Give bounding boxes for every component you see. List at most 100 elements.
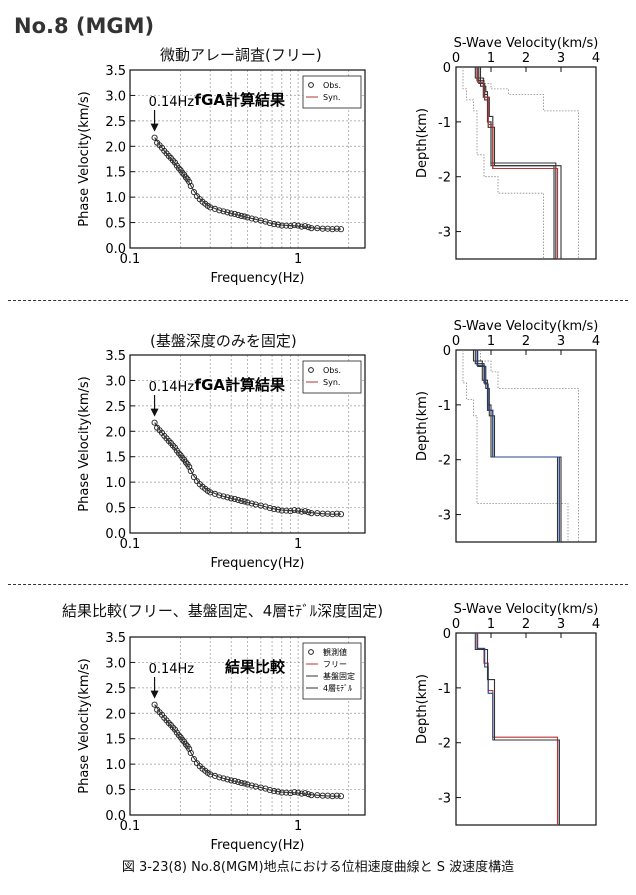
obs-point [216, 207, 223, 214]
profile-series-best [476, 350, 560, 542]
obs-point [151, 701, 158, 708]
obs-point [175, 732, 182, 739]
syn-line [154, 704, 341, 797]
profile-series-基盤固定 [476, 633, 560, 825]
y-tick-label: 3.5 [105, 349, 126, 364]
obs-point [244, 499, 251, 506]
obs-point [302, 223, 309, 230]
x-tick-label: 1 [487, 617, 495, 632]
obs-point [302, 508, 309, 515]
y-tick-label: 3.5 [105, 64, 126, 79]
section-title-2: (基盤深度のみを固定) [150, 332, 297, 350]
x-tick-label: 4 [592, 334, 600, 349]
x-tick-label: 4 [592, 51, 600, 66]
x-tick-label: 2 [522, 51, 530, 66]
x-tick-label: 0 [452, 334, 460, 349]
y-tick-label: -1 [438, 116, 451, 131]
obs-point [228, 777, 235, 784]
x-tick-label: 2 [522, 334, 530, 349]
obs-point [190, 189, 197, 196]
obs-point [224, 209, 231, 216]
figure-caption: 図 3-23(8) No.8(MGM)地点における位相速度曲線と S 波速度構造 [121, 860, 515, 875]
y-tick-label: 2.5 [105, 400, 126, 415]
y-tick-label: 1.5 [105, 166, 126, 181]
chart-annotation: fGA計算結果 [195, 376, 286, 394]
y-tick-label: 0.5 [105, 502, 126, 517]
obs-point [169, 442, 176, 449]
obs-point [238, 212, 245, 220]
legend-box [302, 360, 362, 394]
y-tick-label: 1.0 [105, 758, 126, 773]
y-tick-label: -1 [438, 399, 451, 414]
profile-frame [455, 349, 597, 543]
obs-point [291, 789, 298, 796]
obs-point [291, 222, 298, 229]
plot-frame [129, 354, 366, 534]
obs-point [190, 474, 197, 481]
y-tick-label: -3 [438, 792, 451, 807]
obs-point [238, 497, 245, 505]
y-tick-label: 0.5 [105, 217, 126, 232]
profile-series-bound-high [480, 350, 579, 542]
profile-title: S-Wave Velocity(km/s) [454, 602, 599, 617]
obs-point [151, 419, 158, 426]
obs-point [187, 749, 194, 757]
obs-point [151, 134, 158, 141]
obs-point [224, 494, 231, 501]
y-tick-label: 2.0 [105, 140, 126, 155]
profile-series-4層ﾓﾃﾞﾙ [474, 633, 560, 825]
y-tick-label: -2 [438, 171, 451, 186]
y-axis-label: Phase Velocity(km/s) [77, 376, 92, 511]
legend-label: Syn. [323, 93, 340, 102]
obs-point [228, 495, 235, 502]
y-tick-label: 0.5 [105, 784, 126, 799]
x-tick-label: 4 [592, 617, 600, 632]
chart-annotation: 結果比較 [225, 658, 286, 676]
y-tick-label: 1.5 [105, 733, 126, 748]
y-tick-label: -3 [438, 226, 451, 241]
obs-point [186, 178, 193, 185]
legend-label: 4層ﾓﾃﾞﾙ [323, 684, 352, 693]
profile-title: S-Wave Velocity(km/s) [454, 319, 599, 334]
profile-frame [455, 632, 597, 826]
obs-point [169, 724, 176, 731]
section-title-1: 微動アレー調査(フリー) [160, 46, 322, 64]
y-tick-label: 2.0 [105, 707, 126, 722]
dispersion-chart-3: 0.0 0.5 1.0 1.5 2.0 2.5 3.0 3.5 0.1 1 Phase Veloci… [77, 631, 366, 853]
y-tick-label: 0 [443, 344, 451, 359]
x-tick-label: 2 [522, 617, 530, 632]
y-tick-label: -3 [438, 509, 451, 524]
obs-point [175, 165, 182, 172]
obs-point [187, 467, 194, 475]
x-tick-label: 3 [557, 51, 565, 66]
profile-series-model-c [472, 350, 560, 542]
y-axis-label: Phase Velocity(km/s) [77, 91, 92, 226]
plot-frame [129, 69, 366, 249]
legend-box [302, 642, 362, 700]
obs-point [216, 774, 223, 781]
y-tick-label: 0 [443, 627, 451, 642]
obs-point [186, 745, 193, 752]
legend-label: Syn. [323, 378, 340, 387]
obs-point [169, 157, 176, 164]
obs-point [190, 756, 197, 763]
obs-point [220, 493, 227, 500]
velocity-profile-1: S-Wave Velocity(km/s)0 1 2 3 4 0 -1 -2 -3 Depth(k… [415, 36, 600, 260]
y-tick-label: 0.0 [105, 809, 126, 824]
obs-point [187, 182, 194, 190]
y-tick-label: 0.0 [105, 527, 126, 542]
y-tick-label: 0 [443, 61, 451, 76]
obs-point [216, 492, 223, 499]
obs-point [220, 208, 227, 215]
obs-point [186, 463, 193, 470]
obs-point [171, 444, 178, 451]
profile-series-model-a [474, 350, 559, 542]
profile-series-best [477, 67, 559, 259]
obs-point [244, 781, 251, 788]
x-axis-label: Frequency(Hz) [211, 838, 305, 853]
x-tick-label: 0 [452, 617, 460, 632]
obs-point [228, 210, 235, 217]
profile-series-bound-low [462, 67, 544, 259]
arrow-label: 0.14Hz [149, 662, 195, 677]
legend-label: 基盤固定 [323, 671, 355, 681]
